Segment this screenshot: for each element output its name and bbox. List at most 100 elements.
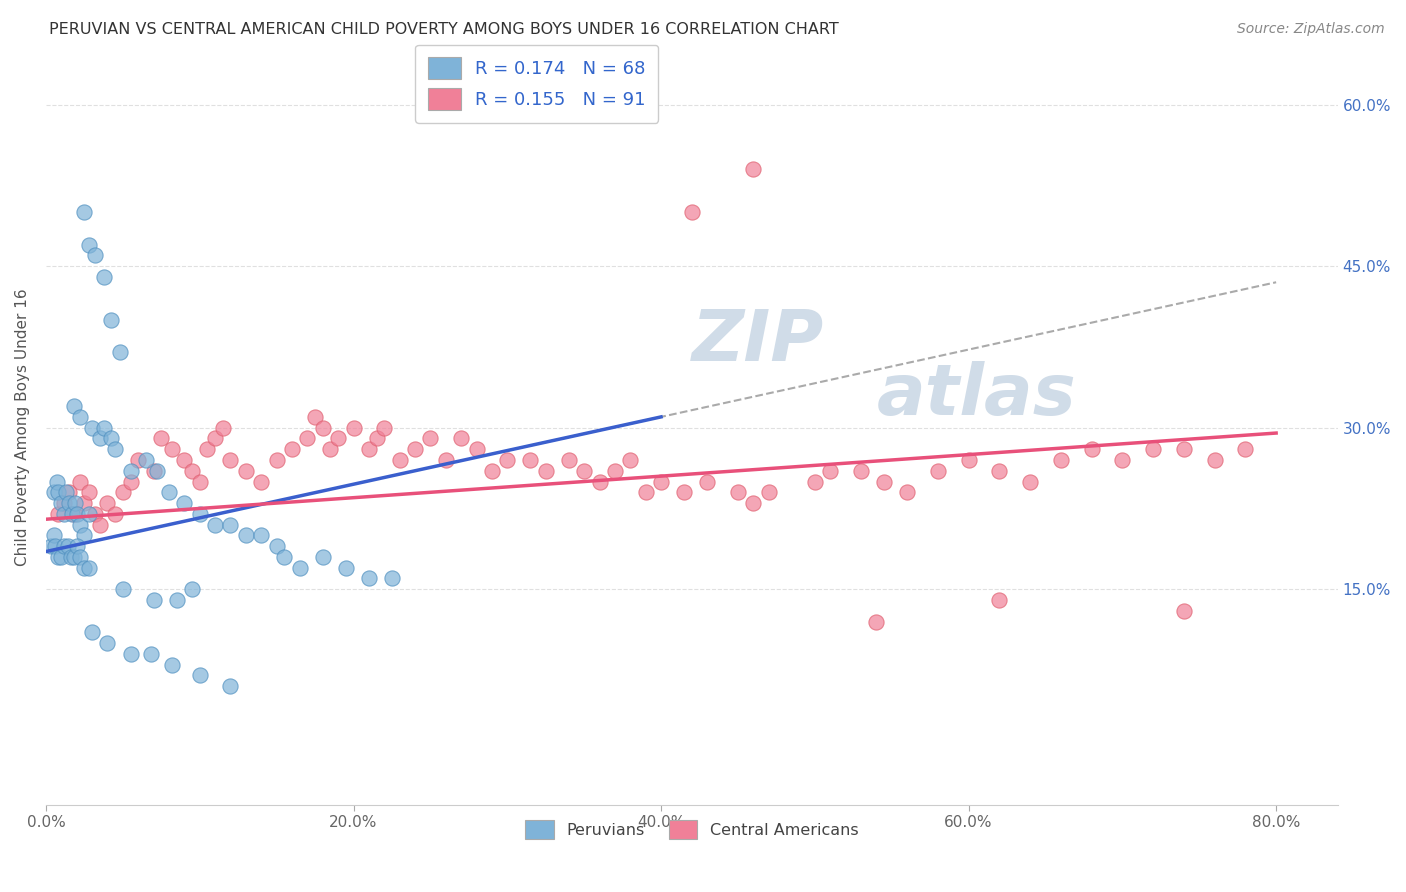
Point bbox=[588, 475, 610, 489]
Point bbox=[82, 625, 104, 640]
Point bbox=[62, 507, 84, 521]
Point bbox=[357, 572, 380, 586]
Point bbox=[89, 432, 111, 446]
Point bbox=[39, 539, 62, 553]
Point bbox=[572, 464, 595, 478]
Point bbox=[465, 442, 488, 457]
Text: Source: ZipAtlas.com: Source: ZipAtlas.com bbox=[1237, 22, 1385, 37]
Point bbox=[96, 636, 118, 650]
Point bbox=[603, 464, 626, 478]
Point bbox=[89, 517, 111, 532]
Point bbox=[804, 475, 827, 489]
Point bbox=[927, 464, 949, 478]
Point bbox=[250, 528, 273, 542]
Point bbox=[1173, 604, 1195, 618]
Point bbox=[1111, 453, 1133, 467]
Point bbox=[46, 485, 69, 500]
Point bbox=[1173, 442, 1195, 457]
Point bbox=[204, 517, 226, 532]
Point bbox=[342, 420, 364, 434]
Point bbox=[818, 464, 841, 478]
Point bbox=[727, 485, 749, 500]
Point bbox=[145, 464, 167, 478]
Point bbox=[219, 453, 242, 467]
Point bbox=[266, 539, 288, 553]
Point bbox=[366, 432, 388, 446]
Point bbox=[1204, 453, 1226, 467]
Point bbox=[139, 647, 162, 661]
Point bbox=[73, 560, 96, 574]
Point bbox=[235, 464, 257, 478]
Point bbox=[1234, 442, 1257, 457]
Point bbox=[93, 420, 115, 434]
Point bbox=[173, 453, 195, 467]
Point bbox=[69, 409, 91, 424]
Point bbox=[56, 539, 79, 553]
Point bbox=[312, 420, 335, 434]
Point bbox=[62, 399, 84, 413]
Point bbox=[173, 496, 195, 510]
Point bbox=[63, 496, 86, 510]
Point bbox=[673, 485, 696, 500]
Point bbox=[1080, 442, 1102, 457]
Point bbox=[51, 496, 73, 510]
Point bbox=[166, 593, 188, 607]
Point bbox=[197, 442, 219, 457]
Point bbox=[188, 475, 211, 489]
Point bbox=[60, 507, 83, 521]
Legend: Peruvians, Central Americans: Peruvians, Central Americans bbox=[519, 814, 865, 846]
Point bbox=[77, 560, 100, 574]
Point bbox=[69, 549, 91, 564]
Point bbox=[53, 507, 76, 521]
Text: ZIP: ZIP bbox=[692, 307, 824, 376]
Point bbox=[297, 432, 319, 446]
Point bbox=[312, 549, 335, 564]
Point bbox=[957, 453, 980, 467]
Point bbox=[419, 432, 441, 446]
Point bbox=[219, 517, 242, 532]
Point bbox=[381, 572, 404, 586]
Point bbox=[404, 442, 426, 457]
Point bbox=[127, 453, 149, 467]
Point bbox=[77, 237, 100, 252]
Point bbox=[534, 464, 557, 478]
Point bbox=[53, 496, 76, 510]
Point bbox=[326, 432, 349, 446]
Point bbox=[84, 507, 107, 521]
Point bbox=[1050, 453, 1073, 467]
Point bbox=[758, 485, 780, 500]
Point bbox=[181, 464, 204, 478]
Point bbox=[319, 442, 342, 457]
Point bbox=[1019, 475, 1042, 489]
Point bbox=[77, 507, 100, 521]
Point bbox=[335, 560, 357, 574]
Point bbox=[157, 485, 180, 500]
Point bbox=[188, 507, 211, 521]
Point bbox=[304, 409, 326, 424]
Point bbox=[235, 528, 257, 542]
Point bbox=[250, 475, 273, 489]
Point bbox=[59, 549, 82, 564]
Point bbox=[873, 475, 896, 489]
Point bbox=[84, 248, 107, 262]
Point bbox=[104, 507, 127, 521]
Point bbox=[434, 453, 457, 467]
Point bbox=[160, 442, 183, 457]
Point bbox=[73, 528, 96, 542]
Point bbox=[66, 507, 89, 521]
Point bbox=[53, 539, 76, 553]
Point bbox=[160, 657, 183, 672]
Point bbox=[44, 539, 66, 553]
Point bbox=[742, 162, 765, 177]
Point bbox=[188, 668, 211, 682]
Point bbox=[519, 453, 541, 467]
Point bbox=[558, 453, 581, 467]
Point bbox=[104, 442, 127, 457]
Point bbox=[650, 475, 672, 489]
Point bbox=[42, 528, 65, 542]
Point bbox=[742, 496, 765, 510]
Point bbox=[73, 496, 96, 510]
Point bbox=[634, 485, 657, 500]
Point bbox=[120, 464, 142, 478]
Point bbox=[58, 485, 80, 500]
